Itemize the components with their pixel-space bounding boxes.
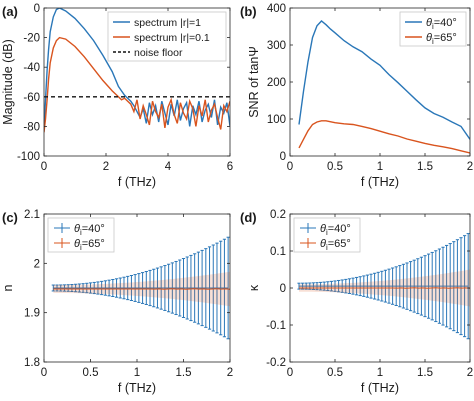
x-tick-label: 0.5	[83, 367, 99, 379]
y-tick-label: -20	[23, 33, 40, 45]
y-tick-label: 1.8	[24, 357, 40, 369]
x-axis-label: f (THz)	[118, 381, 156, 395]
y-tick-label: 0	[280, 283, 286, 295]
y-tick-label: 200	[267, 77, 286, 89]
x-tick-label: 1	[377, 161, 383, 173]
x-tick-label: 0	[287, 367, 293, 379]
y-tick-label: -0.1	[266, 320, 286, 332]
plot-area	[51, 236, 230, 340]
x-tick-label: 0.5	[327, 161, 343, 173]
x-tick-label: 1.5	[417, 367, 433, 379]
legend-box	[293, 217, 361, 253]
legend: θi=40°θi=65°	[293, 217, 361, 253]
plot-area	[298, 20, 470, 154]
x-tick-label: 2	[227, 367, 233, 379]
x-tick-label: 0	[41, 367, 47, 379]
series-line	[44, 8, 230, 130]
series-line	[44, 36, 230, 133]
legend-box	[399, 11, 467, 47]
legend: θi=40°θi=65°	[47, 217, 115, 253]
legend-label: θi=40°	[426, 17, 457, 31]
plot-area	[297, 233, 470, 340]
y-tick-label: 100	[267, 114, 286, 126]
legend-label: θi=65°	[426, 32, 457, 46]
x-tick-label: 2	[467, 367, 473, 379]
series-line	[298, 20, 470, 140]
legend-label: noise floor	[134, 47, 183, 59]
x-tick-label: 0	[287, 161, 293, 173]
axes-box	[43, 7, 231, 157]
legend-label: θi=40°	[320, 223, 351, 237]
panel-1: (a) 0 2 4 6 0 -20 -40 -60 -80 -100 f (THz) Magnitude…	[1, 3, 233, 189]
x-axis-label: f (THz)	[361, 175, 399, 189]
legend-label: spectrum |r|=0.1	[134, 32, 210, 44]
legend-label: θi=65°	[320, 238, 351, 252]
panel-label: (d)	[240, 210, 257, 225]
legend: spectrum |r|=1 spectrum |r|=0.1 noise floo…	[107, 11, 227, 62]
panel-label: (b)	[240, 4, 257, 19]
y-tick-label: 0.1	[270, 246, 286, 258]
plot-area	[44, 8, 230, 133]
x-tick-label: 2	[467, 161, 473, 173]
y-axis-label: κ	[247, 284, 261, 291]
series-line	[298, 120, 470, 154]
legend-label: θi=40°	[74, 223, 105, 237]
panel-4: (d) 0 0.5 1 1.5 2 -0.2 -0.1 0 0.1 0.2 f (THz) κ θi=40…	[240, 209, 473, 395]
panel-2: (b) 0 0.5 1 1.5 2 0 100 200 300 400 f (THz) SNR of t…	[240, 3, 473, 189]
y-tick-label: -60	[23, 92, 40, 104]
y-tick-label: -100	[17, 151, 40, 163]
y-axis-label: n	[1, 284, 15, 291]
y-tick-label: 1.9	[24, 308, 40, 320]
x-tick-label: 1	[134, 367, 140, 379]
y-tick-label: 2.1	[24, 209, 40, 221]
y-tick-label: -80	[23, 121, 40, 133]
panel-label: (c)	[2, 210, 18, 225]
x-tick-label: 2	[103, 161, 109, 173]
x-tick-label: 6	[227, 161, 233, 173]
legend-box	[47, 217, 115, 253]
x-tick-label: 4	[165, 161, 172, 173]
legend-label: θi=65°	[74, 238, 105, 252]
x-tick-label: 1	[377, 367, 383, 379]
x-tick-label: 0	[41, 161, 47, 173]
y-tick-label: 0	[34, 3, 40, 15]
y-tick-label: 0	[280, 151, 286, 163]
x-tick-label: 1.5	[417, 161, 433, 173]
y-tick-label: 400	[267, 3, 286, 15]
y-tick-label: 2	[34, 258, 40, 270]
y-tick-label: 300	[267, 40, 286, 52]
x-axis-label: f (THz)	[118, 175, 156, 189]
legend-label: spectrum |r|=1	[134, 17, 201, 29]
x-axis-label: f (THz)	[361, 381, 399, 395]
y-axis-label: Magnitude (dB)	[1, 39, 15, 124]
panel-3: (c) 0 0.5 1 1.5 2 1.8 1.9 2 2.1 f (THz) n θi=40°θi=6…	[1, 209, 233, 395]
x-tick-label: 1.5	[176, 367, 192, 379]
y-tick-label: 0.2	[270, 209, 286, 221]
y-tick-label: -0.2	[266, 357, 286, 369]
y-tick-label: -40	[23, 62, 40, 74]
y-axis-label: SNR of tanΨ	[247, 46, 261, 118]
legend: θi=40°θi=65°	[399, 11, 467, 47]
x-tick-label: 0.5	[327, 367, 343, 379]
panel-label: (a)	[2, 4, 18, 19]
